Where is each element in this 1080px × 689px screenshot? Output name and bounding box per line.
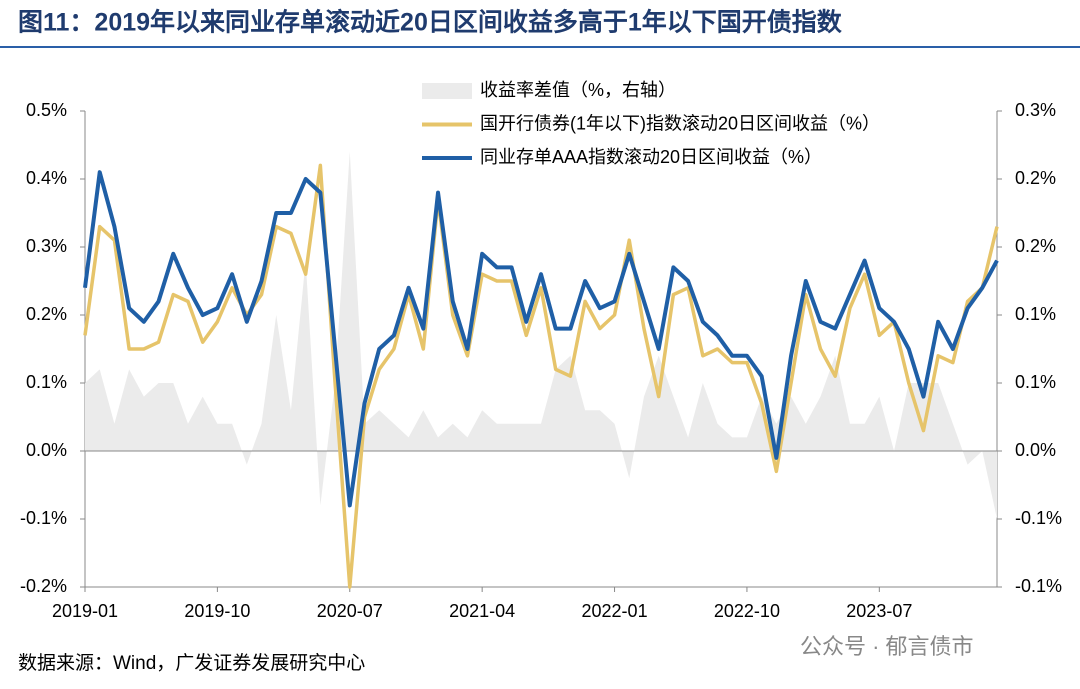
y2-tick-label: 0.3% <box>1015 100 1056 120</box>
y-tick-label: -0.1% <box>20 508 67 528</box>
area <box>85 151 997 520</box>
legend-label: 同业存单AAA指数滚动20日区间收益（%） <box>480 147 822 167</box>
y2-tick-label: -0.1% <box>1015 576 1062 596</box>
x-tick-label: 2019-01 <box>52 601 118 621</box>
x-tick-label: 2021-04 <box>449 601 515 621</box>
legend-label: 收益率差值（%，右轴） <box>480 80 676 100</box>
y2-tick-label: 0.1% <box>1015 372 1056 392</box>
y-tick-label: 0.2% <box>26 304 67 324</box>
y-tick-label: 0.5% <box>26 100 67 120</box>
y-tick-label: -0.2% <box>20 576 67 596</box>
x-tick-label: 2020-07 <box>317 601 383 621</box>
legend-label: 国开行债券(1年以下)指数滚动20日区间收益（%） <box>480 113 880 133</box>
y-tick-label: 0.0% <box>26 440 67 460</box>
y2-tick-label: -0.1% <box>1015 508 1062 528</box>
y2-tick-label: 0.1% <box>1015 304 1056 324</box>
source: 数据来源：Wind，广发证券发展研究中心 <box>18 652 365 674</box>
x-tick-label: 2022-01 <box>582 601 648 621</box>
x-tick-label: 2023-07 <box>846 601 912 621</box>
x-tick-label: 2022-10 <box>714 601 780 621</box>
y2-tick-label: 0.0% <box>1015 440 1056 460</box>
y-tick-label: 0.4% <box>26 168 67 188</box>
chart-title: 图11：2019年以来同业存单滚动近20日区间收益多高于1年以下国开债指数 <box>18 8 843 37</box>
x-tick-label: 2019-10 <box>184 601 250 621</box>
y-tick-label: 0.1% <box>26 372 67 392</box>
line <box>83 170 999 508</box>
y2-tick-label: 0.2% <box>1015 236 1056 256</box>
line <box>83 163 999 589</box>
watermark: 公众号 · 郁言债市 <box>800 634 974 659</box>
legend-swatch <box>422 83 472 99</box>
y2-tick-label: 0.2% <box>1015 168 1056 188</box>
y-tick-label: 0.3% <box>26 236 67 256</box>
